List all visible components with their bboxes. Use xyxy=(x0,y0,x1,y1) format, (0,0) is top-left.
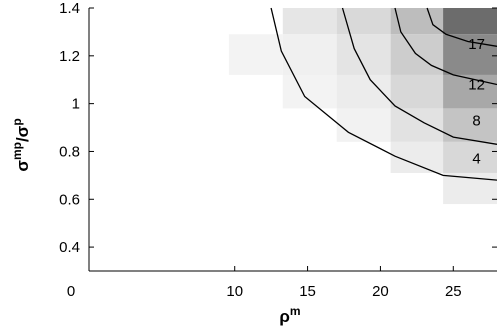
heatmap-cell-7 xyxy=(336,108,391,142)
contour-line-17 xyxy=(426,7,497,47)
x-tick-label-10: 10 xyxy=(226,283,243,300)
y-ticks: 0.4 0.6 0.8 1 1.2 1.4 xyxy=(59,0,497,256)
contour-label-8: 8 xyxy=(472,112,480,129)
y-tick-label-0.6: 0.6 xyxy=(59,191,80,208)
y-axis-title: σmp/σp xyxy=(10,118,32,171)
contour-lines xyxy=(270,7,497,181)
x-tick-label-25: 25 xyxy=(445,283,462,300)
x-tick-label-15: 15 xyxy=(299,283,316,300)
contour-line-8 xyxy=(341,7,497,145)
y-tick-label-0.4: 0.4 xyxy=(59,239,80,256)
y-axis-title-sup: mp xyxy=(10,142,24,160)
x-ticks: 0 10 15 20 25 xyxy=(67,266,462,300)
y-tick-label-1.4: 1.4 xyxy=(59,0,80,17)
axes xyxy=(88,8,497,272)
heatmap-cell-10 xyxy=(390,74,444,109)
heatmap-cell-4 xyxy=(336,8,391,35)
contour-line-4 xyxy=(270,7,497,181)
x-axis-title: ρm xyxy=(279,304,300,326)
heatmap-cell-8 xyxy=(390,8,444,35)
x-tick-label-0: 0 xyxy=(67,283,75,300)
x-axis-title-sup: m xyxy=(290,304,301,318)
contour-labels: 4 8 12 17 xyxy=(468,36,485,168)
heatmap-cell-17 xyxy=(443,141,497,173)
contour-label-4: 4 xyxy=(472,151,480,168)
heatmap-cell-2 xyxy=(282,34,337,75)
heatmap-cell-11 xyxy=(390,108,444,142)
heatmap-cell-5 xyxy=(336,34,391,75)
x-axis-title-base: ρ xyxy=(279,307,290,326)
x-tick-label-20: 20 xyxy=(372,283,389,300)
y-axis-title-slash: / xyxy=(13,137,32,142)
heatmap-cell-1 xyxy=(282,8,337,35)
heatmap-cell-0 xyxy=(228,34,283,75)
contour-line-12 xyxy=(394,7,497,86)
heatmap-cell-14 xyxy=(443,34,497,75)
y-tick-label-1: 1 xyxy=(72,96,80,113)
heatmap-cell-13 xyxy=(443,8,497,35)
y-axis-title-base2: σ xyxy=(13,125,32,137)
heatmap-cell-16 xyxy=(443,108,497,142)
heatmap-cell-15 xyxy=(443,74,497,109)
y-axis-title-base: σ xyxy=(13,160,32,172)
contour-label-12: 12 xyxy=(468,77,485,94)
y-tick-label-0.8: 0.8 xyxy=(59,143,80,160)
y-tick-label-1.2: 1.2 xyxy=(59,48,80,65)
heatmap-cell-6 xyxy=(336,74,391,109)
heatmap-cell-3 xyxy=(282,74,337,109)
contour-label-17: 17 xyxy=(468,36,485,53)
y-axis-title-sup2: p xyxy=(10,118,24,125)
